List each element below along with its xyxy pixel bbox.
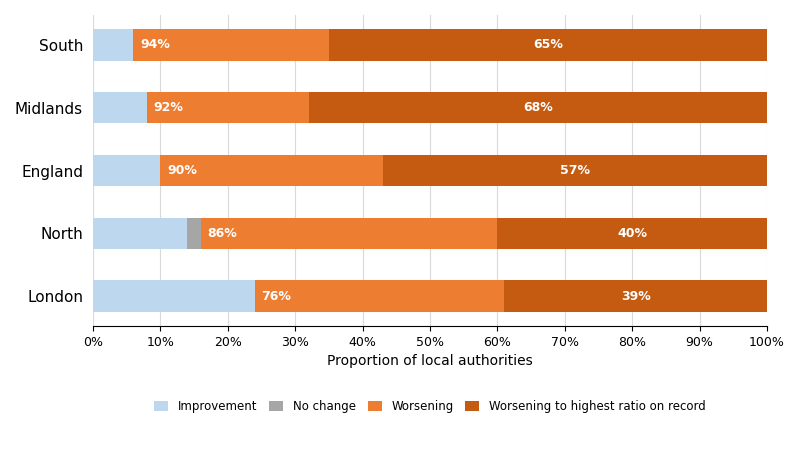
Text: 94%: 94% (140, 38, 170, 51)
Text: 76%: 76% (262, 290, 291, 303)
Bar (93, 29, 134, 61)
Bar (93, 92, 146, 123)
Text: 68%: 68% (523, 101, 553, 114)
Bar (309, 92, 767, 123)
Bar (504, 281, 767, 312)
Text: 86%: 86% (207, 227, 238, 240)
Text: 40%: 40% (618, 227, 647, 240)
Text: 57%: 57% (560, 164, 590, 177)
X-axis label: Proportion of local authorities: Proportion of local authorities (327, 354, 533, 368)
Text: 92%: 92% (154, 101, 183, 114)
Bar (93, 155, 160, 186)
Bar (146, 92, 309, 123)
Bar (201, 218, 498, 249)
Bar (160, 155, 382, 186)
Legend: Improvement, No change, Worsening, Worsening to highest ratio on record: Improvement, No change, Worsening, Worse… (148, 394, 711, 419)
Bar (254, 281, 504, 312)
Text: 39%: 39% (621, 290, 650, 303)
Bar (382, 155, 767, 186)
Text: 90%: 90% (167, 164, 197, 177)
Text: 65%: 65% (533, 38, 563, 51)
Bar (498, 218, 767, 249)
Bar (134, 29, 329, 61)
Bar (93, 218, 187, 249)
Bar (329, 29, 767, 61)
Bar (93, 281, 254, 312)
Bar (187, 218, 201, 249)
